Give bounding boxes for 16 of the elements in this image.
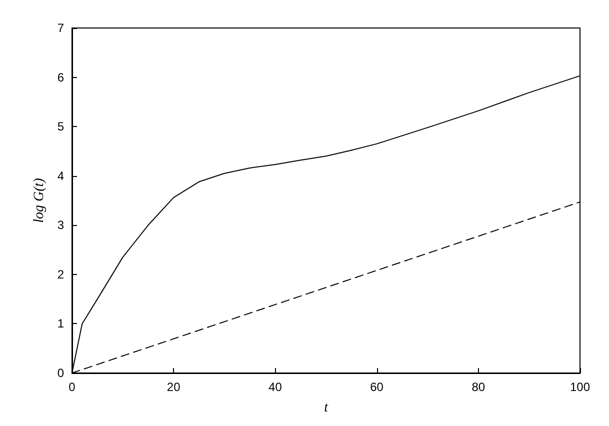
y-tick-label: 5 <box>57 120 64 134</box>
y-tick-label: 2 <box>57 267 64 282</box>
x-tick-label: 40 <box>268 380 282 394</box>
x-tick-label: 100 <box>570 380 590 394</box>
y-tick-label: 3 <box>57 218 64 232</box>
x-axis-title: t <box>324 400 330 416</box>
y-tick-label: 4 <box>57 168 64 183</box>
x-tick-label: 0 <box>68 380 76 394</box>
y-tick-label: 0 <box>57 366 64 380</box>
y-axis-title: log G(t) <box>32 178 47 223</box>
y-tick-label: 6 <box>57 70 64 84</box>
x-tick-label: 60 <box>370 380 384 394</box>
y-tick-label: 1 <box>57 316 64 331</box>
x-tick-label: 80 <box>472 380 486 394</box>
x-tick-label: 20 <box>166 380 181 394</box>
y-tick-label: 7 <box>57 21 64 35</box>
